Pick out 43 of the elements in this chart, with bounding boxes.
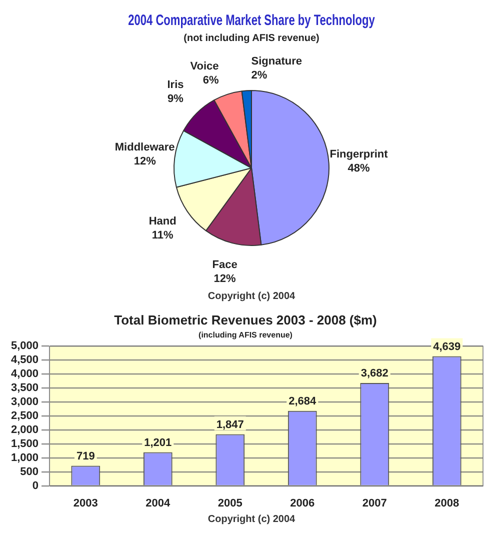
slice-label: Signature [251,56,302,68]
slice-label: Middleware [114,142,175,154]
data-label: 48% [348,162,370,174]
y-tick-label: 5,000 [10,340,39,352]
data-label: 4,639 [433,340,461,353]
slice-label: Iris [167,78,184,91]
data-label: 2,684 [288,395,318,408]
text: Copyright (c) 2004 [206,290,296,303]
data-label: 1,201 [144,436,172,449]
slice-label: Fingerprint [330,148,388,160]
y-tick-label: 500 [20,466,39,478]
y-tick-label: 1,000 [10,452,39,464]
x-tick-label: 2008 [434,497,460,510]
slice-label: Voice [190,60,219,72]
y-tick-label: 1,500 [10,438,39,450]
x-tick-label: 2006 [290,497,315,510]
data-label: 11% [152,229,174,242]
chart-subtitle: (not including AFIS revenue) [184,32,320,44]
x-tick-label: 2005 [218,497,242,510]
data-label: 2% [251,70,268,82]
chart-title: Total Biometric Revenues 2003 - 2008 ($m) [114,312,377,328]
data-label: 9% [168,92,184,105]
x-tick-label: 2003 [73,497,98,510]
y-tick-label: 3,500 [10,382,39,394]
x-tick-label: 2007 [362,497,387,510]
data-label: 719 [76,450,95,462]
y-tick-label: 4,500 [10,354,39,366]
data-label: 1,847 [216,418,244,431]
data-label: 12% [214,273,236,286]
chart-title: 2004 Comparative Market Share by Technology [128,11,376,29]
y-tick-label: 2,000 [10,424,39,436]
x-tick-label: 2004 [146,497,172,510]
y-tick-label: 3,000 [10,396,39,408]
slice-label: Hand [148,215,176,228]
data-label: 6% [202,74,219,86]
data-label: 3,682 [360,368,388,380]
y-tick-label: 4,000 [10,368,39,380]
text: Copyright (c) 2004 [206,513,296,526]
y-tick-label: 0 [32,480,39,492]
y-tick-label: 2,500 [10,410,39,422]
slice-label: Face [212,259,238,272]
chart-subtitle: (including AFIS revenue) [198,330,293,340]
data-label: 12% [134,156,156,168]
